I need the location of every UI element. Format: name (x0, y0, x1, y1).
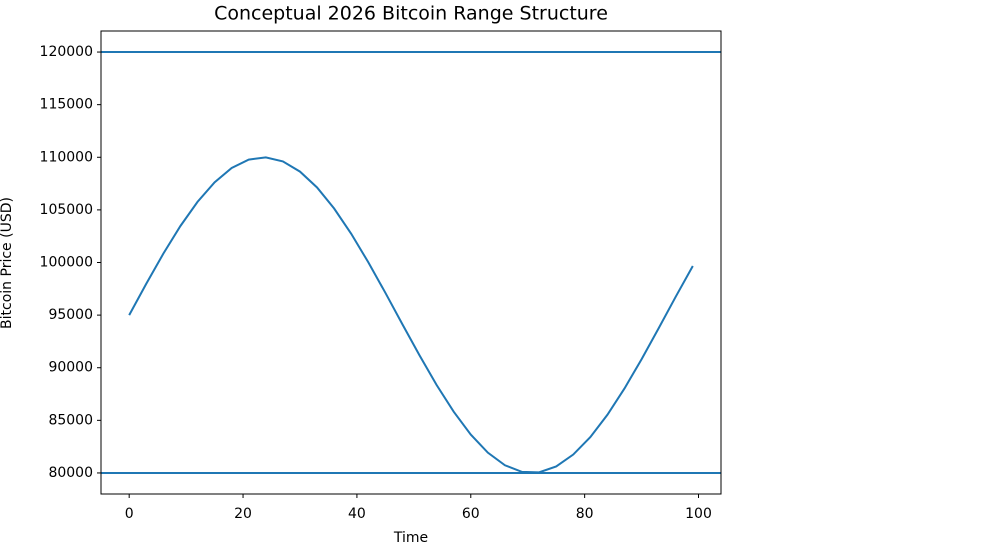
chart-title: Conceptual 2026 Bitcoin Range Structure (214, 3, 608, 25)
x-tick-label: 100 (685, 506, 712, 522)
y-tick-label: 120000 (40, 44, 93, 60)
y-tick-label: 115000 (40, 97, 93, 113)
y-tick-label: 100000 (40, 255, 93, 271)
y-tick-label: 105000 (40, 202, 93, 218)
data-line (128, 156, 694, 474)
y-tick-label: 85000 (48, 412, 93, 428)
plot-frame (100, 30, 722, 495)
x-tick-label: 20 (234, 506, 252, 522)
y-tick-label: 110000 (40, 149, 93, 165)
x-tick-label: 0 (125, 506, 134, 522)
y-tick-label: 90000 (48, 360, 93, 376)
x-tick-label: 40 (348, 506, 366, 522)
x-tick-label: 60 (462, 506, 480, 522)
x-axis-label: Time (393, 530, 428, 546)
y-axis-label: Bitcoin Price (USD) (0, 197, 15, 329)
y-tick-label: 95000 (48, 307, 93, 323)
y-tick-label: 80000 (48, 465, 93, 481)
x-tick-label: 80 (576, 506, 594, 522)
